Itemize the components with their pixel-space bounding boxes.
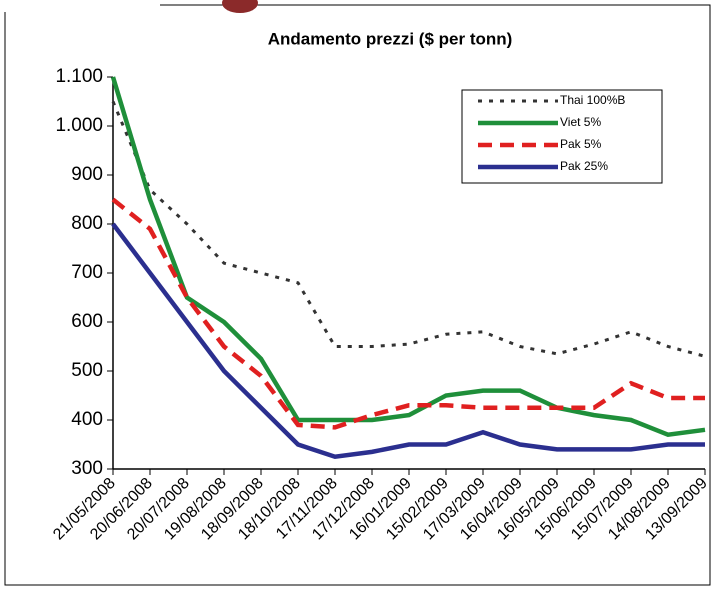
chart-title: Andamento prezzi ($ per tonn) bbox=[268, 29, 513, 48]
series-line bbox=[111, 222, 705, 460]
y-tick-label: 400 bbox=[71, 409, 103, 430]
y-tick-label: 600 bbox=[71, 311, 103, 332]
legend-label: Viet 5% bbox=[560, 115, 601, 129]
legend-label: Thai 100%B bbox=[560, 93, 625, 107]
logo bbox=[222, 0, 258, 13]
y-tick-label: 900 bbox=[71, 164, 103, 185]
series-line bbox=[110, 76, 706, 438]
header-mask bbox=[0, 0, 160, 12]
series-line bbox=[111, 197, 705, 430]
frame bbox=[4, 4, 711, 586]
y-tick-label: 1.100 bbox=[55, 66, 103, 87]
legend-label: Pak 25% bbox=[560, 159, 608, 173]
y-tick-label: 300 bbox=[71, 458, 103, 479]
y-tick-label: 1.000 bbox=[55, 115, 103, 136]
y-tick-label: 800 bbox=[71, 213, 103, 234]
series-line bbox=[111, 100, 706, 358]
legend-label: Pak 5% bbox=[560, 137, 602, 151]
y-tick-label: 700 bbox=[71, 262, 103, 283]
y-tick-label: 500 bbox=[71, 360, 103, 381]
